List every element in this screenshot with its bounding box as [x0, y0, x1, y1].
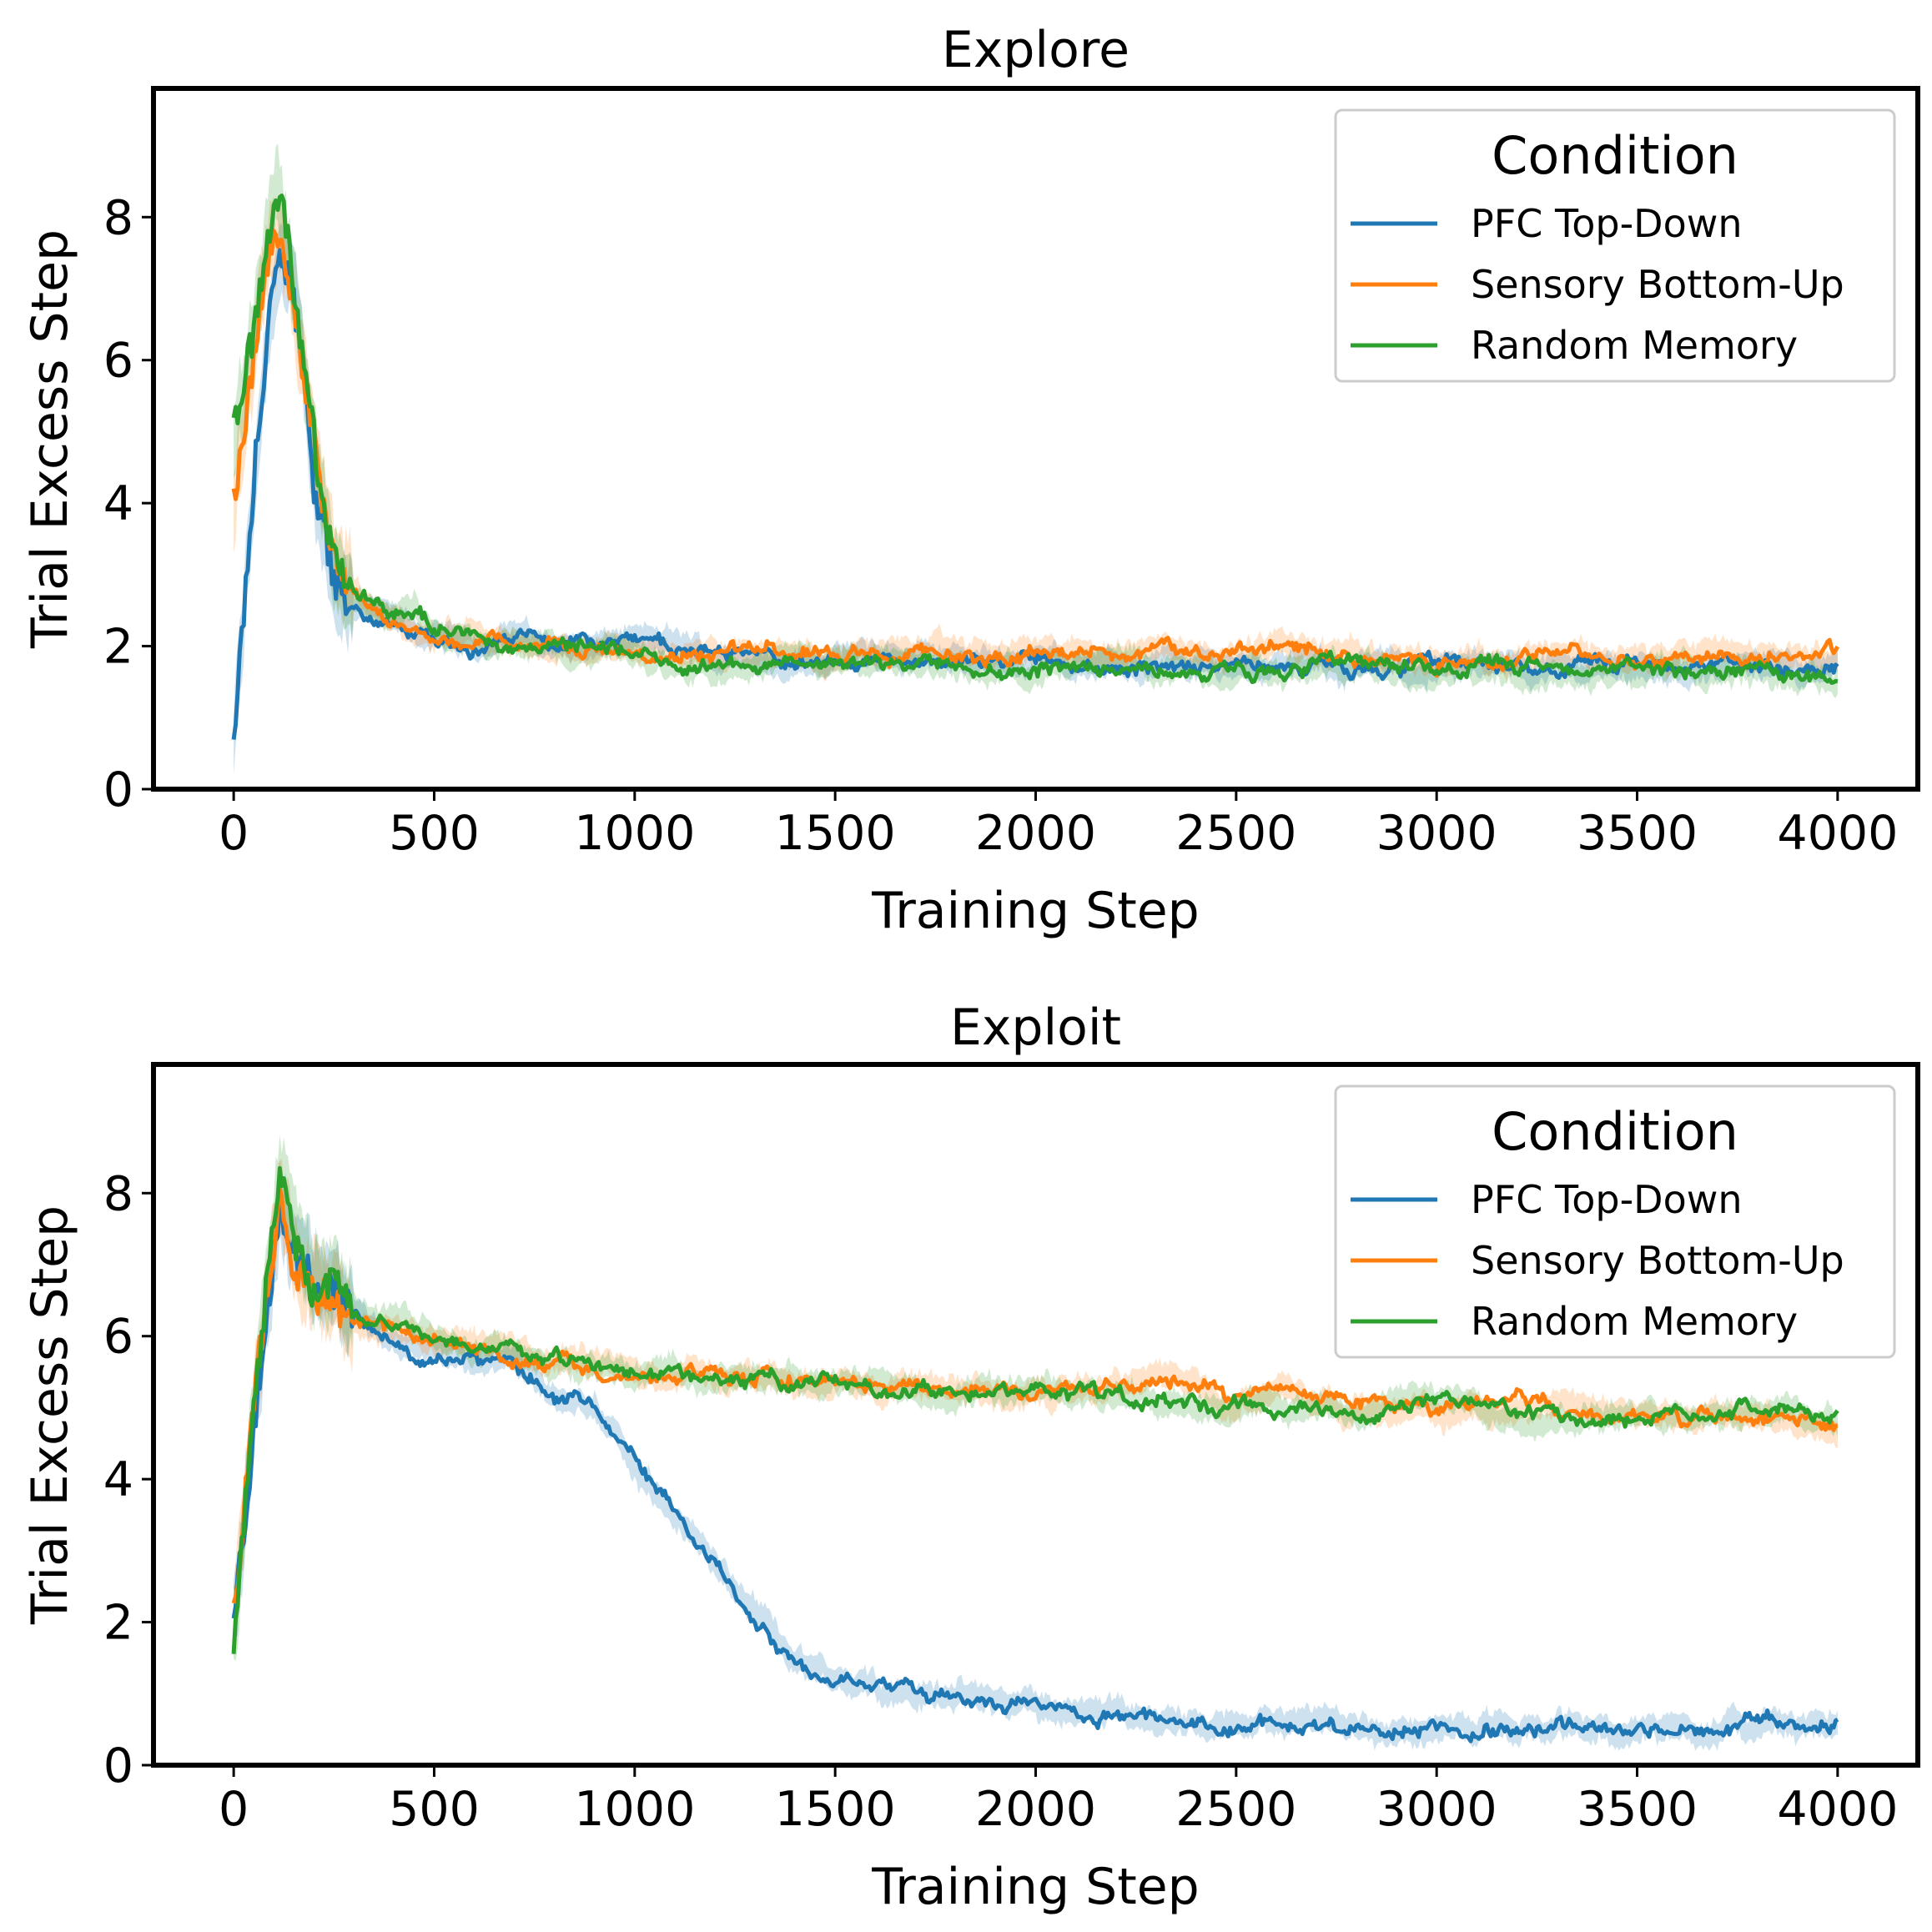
series-line-2	[231, 194, 1839, 685]
series-band-1	[234, 1158, 1838, 1658]
y-tick-label: 6	[103, 1310, 133, 1365]
y-tick-label: 8	[103, 1166, 133, 1221]
legend-entry: Sensory Bottom-Up	[1471, 262, 1844, 307]
legend-entry: Sensory Bottom-Up	[1471, 1238, 1844, 1283]
x-tick-label: 1000	[574, 806, 695, 861]
plot-area	[231, 1135, 1839, 1751]
y-tick-label: 6	[103, 334, 133, 389]
legend-title: Condition	[1492, 1101, 1738, 1162]
x-tick-label: 2500	[1175, 1782, 1296, 1837]
x-tick-label: 4000	[1777, 1782, 1898, 1837]
y-tick-label: 8	[103, 190, 133, 245]
legend-box	[1334, 1084, 1896, 1359]
chart-title: Explore	[942, 21, 1130, 79]
x-tick-label: 500	[389, 806, 480, 861]
x-tick-label: 1500	[775, 806, 896, 861]
y-axis-label: Trial Excess Step	[21, 1205, 79, 1625]
legend-entry: Random Memory	[1471, 323, 1798, 368]
x-tick-label: 4000	[1777, 806, 1898, 861]
legend: Condition PFC Top-Down Sensory Bottom-Up Ra…	[1334, 1084, 1896, 1359]
x-tick-label: 1000	[574, 1782, 695, 1837]
x-tick-label: 3000	[1376, 1782, 1497, 1837]
x-tick-label: 1500	[775, 1782, 896, 1837]
x-tick-label: 2000	[975, 1782, 1096, 1837]
x-tick-label: 2500	[1175, 806, 1296, 861]
legend-title: Condition	[1492, 125, 1738, 186]
y-tick-label: 4	[103, 476, 133, 531]
y-tick-label: 0	[103, 1738, 133, 1794]
legend-entry: Random Memory	[1471, 1299, 1798, 1344]
x-tick-label: 3500	[1577, 806, 1698, 861]
legend: Condition PFC Top-Down Sensory Bottom-Up Ra…	[1334, 108, 1896, 383]
y-tick-label: 0	[103, 762, 133, 818]
y-tick-label: 2	[103, 1596, 133, 1651]
y-tick-label: 4	[103, 1452, 133, 1507]
series-line-1	[231, 229, 1840, 678]
x-axis-label: Training Step	[871, 1858, 1199, 1916]
x-tick-label: 500	[389, 1782, 480, 1837]
explore-panel: Explore 0 500 1000 1500 2000 2500 3000 3500 4000 0…	[21, 21, 1920, 940]
x-tick-label: 3500	[1577, 1782, 1698, 1837]
x-axis-label: Training Step	[871, 882, 1199, 940]
legend-entry: PFC Top-Down	[1471, 201, 1743, 246]
exploit-panel: Exploit 0 500 1000 1500 2000 2500 3000 3500 4000 0…	[21, 999, 1920, 1916]
y-axis-label: Trial Excess Step	[21, 229, 79, 649]
x-tick-label: 3000	[1376, 806, 1497, 861]
x-tick-label: 0	[219, 806, 249, 861]
legend-entry: PFC Top-Down	[1471, 1177, 1743, 1222]
plot-area	[231, 143, 1840, 775]
y-tick-label: 2	[103, 620, 133, 675]
x-tick-label: 0	[219, 1782, 249, 1837]
series-line-2	[231, 1165, 1839, 1654]
x-tick-label: 2000	[975, 806, 1096, 861]
chart-title: Exploit	[950, 999, 1121, 1057]
legend-box	[1334, 108, 1896, 383]
series-line-1	[231, 1186, 1839, 1604]
